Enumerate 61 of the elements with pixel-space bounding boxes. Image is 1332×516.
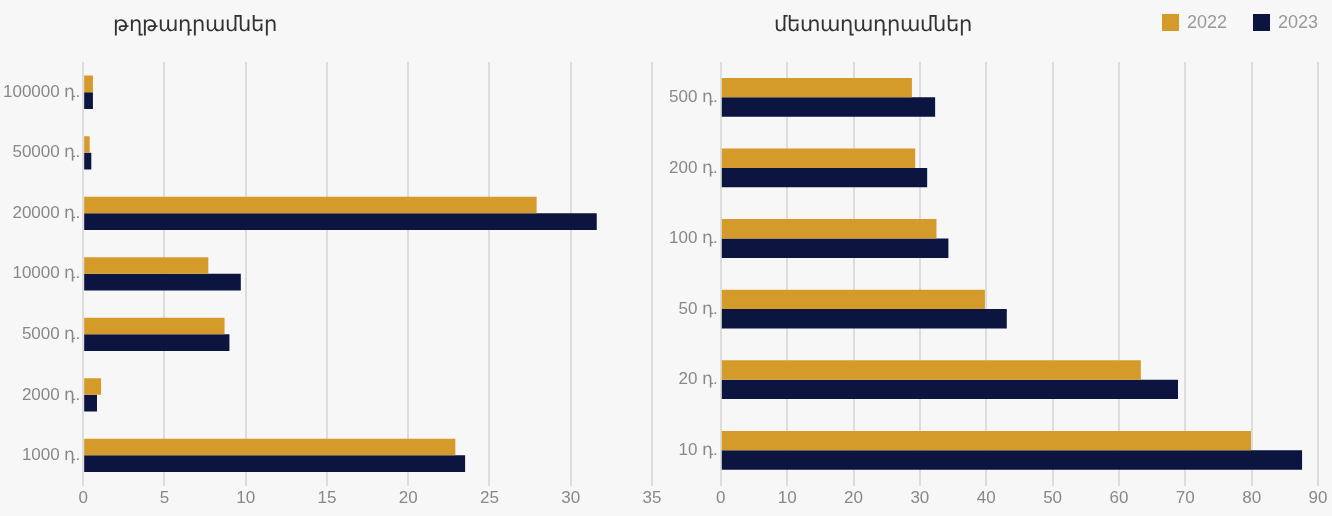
bar [84,455,466,472]
chart-title: թղթադրամներ [113,12,277,36]
bar [721,289,985,310]
bar [84,92,93,109]
bar [721,309,1007,329]
chart-title: մետաղադրամներ [774,12,972,36]
x-tick-label: 0 [716,488,726,508]
bar [84,213,597,230]
y-tick-label: 200 դ. [669,157,718,177]
y-tick-label: 20 դ. [678,369,718,389]
x-tick-label: 15 [317,488,337,508]
y-tick-label: 100000 դ. [2,81,81,101]
bar [721,77,912,98]
x-tick-label: 40 [976,488,996,508]
bar [721,379,1178,400]
x-tick-label: 90 [1308,488,1328,508]
y-tick-label: 10000 դ. [12,263,81,283]
x-tick-label: 30 [910,488,930,508]
y-tick-label: 2000 դ. [21,384,81,404]
bar [84,75,93,93]
y-tick-label: 500 դ. [669,86,718,106]
y-tick-label: 1000 դ. [21,445,81,465]
x-tick-label: 0 [78,488,88,508]
x-tick-label: 5 [159,488,170,508]
legend-label: 2023 [1277,12,1318,33]
x-tick-label: 80 [1242,488,1262,508]
y-tick-label: 50 դ. [678,298,718,318]
bar [84,152,92,170]
x-tick-label: 25 [480,488,499,508]
bar [721,219,937,239]
y-tick-label: 10 դ. [678,439,718,459]
bar [721,97,936,117]
x-tick-label: 70 [1175,488,1195,508]
x-tick-label: 20 [844,488,863,508]
bar [84,257,209,274]
bar [721,148,916,168]
bar [84,317,225,335]
bar [721,450,1303,470]
x-tick-label: 50 [1043,488,1063,508]
bar [84,394,97,412]
y-tick-label: 50000 դ. [12,142,81,162]
bar [84,273,241,291]
y-tick-label: 100 դ. [669,228,718,248]
x-tick-label: 60 [1109,488,1129,508]
legend-label: 2022 [1186,12,1227,33]
y-tick-label: 20000 դ. [12,202,81,222]
bar [84,378,102,395]
bar [84,136,90,153]
y-tick-label: 5000 դ. [21,324,81,343]
bar [721,167,928,188]
x-tick-label: 10 [777,488,797,508]
bar [721,430,1251,451]
x-tick-label: 30 [561,488,581,508]
bar [721,238,949,258]
x-tick-label: 20 [398,488,418,508]
x-tick-label: 10 [236,488,256,508]
bar [721,360,1141,380]
bar [84,196,537,214]
bar [84,334,230,351]
bar [84,438,456,456]
x-tick-label: 35 [642,488,662,508]
